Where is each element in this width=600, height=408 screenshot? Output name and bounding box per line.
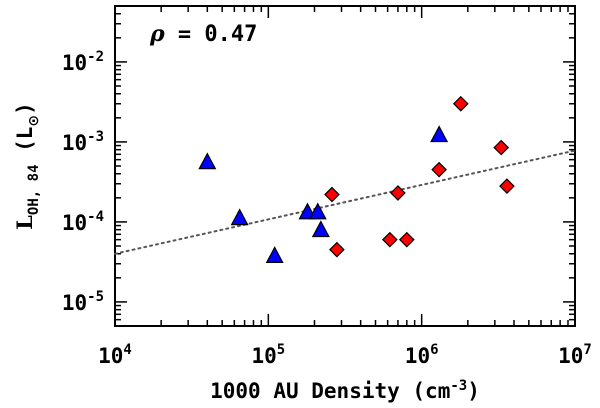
triangle-marker (265, 246, 284, 264)
x-axis-label-end: ) (467, 379, 480, 403)
fit-line (114, 149, 576, 255)
x-tick-label-base: 10 (98, 344, 123, 368)
x-tick-label-exp: 5 (277, 342, 285, 358)
x-axis-label-sup: -3 (450, 378, 467, 394)
axis-ticks (114, 5, 575, 326)
y-axis-label: LOH, 84 (L⊙) (12, 102, 42, 230)
y-axis-label-unit-open: (L (13, 127, 37, 165)
y-tick-label-base: 10 (62, 291, 87, 315)
triangle-marker (430, 125, 449, 143)
diamond-marker (493, 139, 510, 156)
triangle-marker (230, 208, 249, 226)
diamond-marker (431, 161, 447, 178)
x-tick-label: 106 (405, 342, 439, 368)
diamond-marker (324, 186, 340, 203)
y-tick-label: 10-5 (62, 289, 104, 315)
x-tick-label: 107 (558, 342, 592, 368)
y-tick-label-exp: -2 (87, 49, 104, 65)
diamond-marker (452, 95, 469, 112)
x-tick-label-base: 10 (558, 344, 583, 368)
y-tick-label-exp: -4 (87, 209, 104, 225)
diamond-marker (381, 231, 398, 248)
rho-symbol: ρ (149, 21, 165, 47)
y-tick-label-base: 10 (62, 131, 87, 155)
triangle-marker (308, 202, 327, 220)
correlation-annotation: ρ = 0.47 (149, 21, 257, 47)
triangle-marker (198, 152, 217, 170)
rho-value: = 0.47 (165, 22, 258, 47)
x-tick-label-exp: 7 (583, 342, 591, 358)
x-tick-label: 104 (98, 342, 132, 368)
y-tick-label: 10-2 (62, 49, 104, 75)
x-axis-label-main: 1000 AU Density (cm (210, 379, 450, 403)
plot-frame (114, 5, 576, 327)
y-tick-label-base: 10 (62, 51, 87, 75)
y-tick-label-exp: -3 (87, 129, 104, 145)
y-axis-label-sub: OH, 84 (26, 164, 42, 215)
x-tick-label-exp: 4 (123, 342, 131, 358)
diamond-marker (329, 241, 345, 258)
x-axis-label: 1000 AU Density (cm-3) (210, 378, 480, 403)
diamond-marker (398, 231, 415, 248)
x-tick-label-base: 10 (405, 344, 430, 368)
x-tick-label-base: 10 (251, 344, 276, 368)
y-axis-label-unit-sub: ⊙ (26, 115, 42, 127)
y-tick-label: 10-3 (62, 129, 104, 155)
triangle-marker (311, 220, 330, 238)
diamond-marker (390, 185, 406, 201)
y-tick-label-exp: -5 (87, 289, 104, 305)
y-tick-label-base: 10 (62, 211, 87, 235)
x-tick-label: 105 (251, 342, 285, 368)
y-tick-labels: 10-510-410-310-2 (62, 49, 104, 315)
y-tick-label: 10-4 (62, 209, 104, 235)
data-points (198, 95, 515, 264)
y-axis-label-unit-close: ) (13, 102, 37, 115)
diamond-marker (499, 178, 515, 194)
x-tick-labels: 104 105 106 107 (98, 342, 592, 368)
y-axis-label-symbol: L (12, 215, 37, 230)
x-tick-label-exp: 6 (430, 342, 438, 358)
